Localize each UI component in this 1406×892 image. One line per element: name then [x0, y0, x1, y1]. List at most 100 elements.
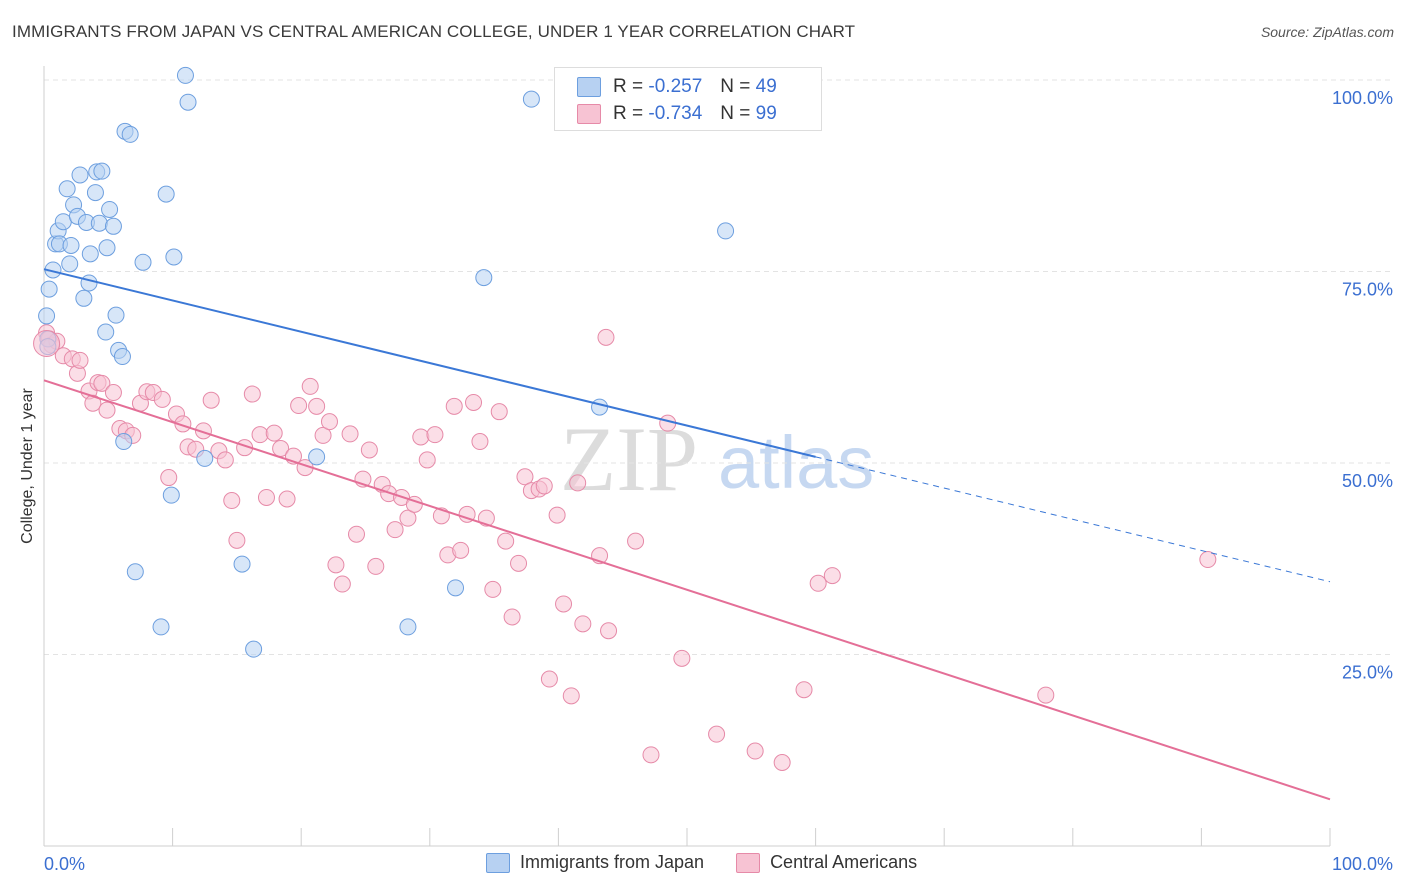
- central-american-point: [153, 390, 171, 408]
- central-american-point: [465, 393, 483, 411]
- japan-point: [233, 555, 251, 573]
- japan-point: [165, 248, 183, 266]
- central-american-point: [627, 532, 645, 550]
- central-american-point: [795, 681, 813, 699]
- japan-point: [522, 90, 540, 108]
- japan-point: [101, 200, 119, 218]
- central-american-point: [503, 608, 521, 626]
- japan-point: [475, 269, 493, 287]
- central-american-point: [251, 426, 269, 444]
- trend-line-japan-extension: [815, 456, 1331, 583]
- central-american-point: [452, 541, 470, 559]
- japan-point: [62, 236, 80, 254]
- y-tick-label: 75.0%: [1342, 280, 1393, 300]
- legend-r-label: R =: [613, 103, 644, 124]
- central-american-point: [412, 428, 430, 446]
- central-american-point: [33, 330, 61, 358]
- central-american-point: [562, 687, 580, 705]
- central-american-point: [98, 401, 116, 419]
- japan-point: [93, 162, 111, 180]
- japan-point: [38, 307, 56, 325]
- japan-point: [86, 184, 104, 202]
- central-american-point: [223, 492, 241, 510]
- legend-swatch-japan: [486, 852, 510, 873]
- central-american-point: [597, 328, 615, 346]
- central-american-point: [194, 422, 212, 440]
- central-american-point: [471, 433, 489, 451]
- legend-n-value-central-americans: 99: [755, 103, 777, 124]
- japan-point: [399, 618, 417, 636]
- central-american-point: [399, 509, 417, 527]
- central-american-point: [497, 532, 515, 550]
- central-american-point: [228, 531, 246, 549]
- japan-point: [98, 239, 116, 257]
- central-american-point: [823, 567, 841, 585]
- japan-point: [113, 348, 131, 366]
- correlation-legend: R = -0.257 N = 49 R = -0.734 N = 99: [554, 67, 822, 131]
- legend-r-value-central-americans: -0.734: [648, 103, 703, 124]
- japan-point: [97, 323, 115, 341]
- central-american-point: [71, 351, 89, 369]
- japan-point: [717, 222, 735, 240]
- central-american-point: [600, 622, 618, 640]
- legend-label-central-americans: Central Americans: [770, 852, 918, 872]
- legend-item-central-americans[interactable]: Central Americans: [736, 852, 917, 873]
- central-american-point: [301, 377, 319, 395]
- central-american-point: [642, 746, 660, 764]
- central-american-point: [216, 451, 234, 469]
- central-american-point: [516, 468, 534, 486]
- central-american-point: [290, 397, 308, 415]
- central-american-point: [347, 525, 365, 543]
- japan-point: [40, 280, 58, 298]
- central-american-point: [386, 521, 404, 539]
- central-american-point: [569, 474, 587, 492]
- central-american-point: [202, 391, 220, 409]
- central-american-point: [490, 403, 508, 421]
- central-american-point: [327, 556, 345, 574]
- central-american-point: [535, 477, 553, 495]
- legend-swatch-central-americans: [577, 104, 601, 124]
- legend-n-label: N =: [720, 103, 751, 124]
- japan-point: [115, 433, 133, 451]
- japan-point: [121, 125, 139, 143]
- central-american-point: [257, 488, 275, 506]
- central-american-point: [1037, 686, 1055, 704]
- y-tick-label: 100.0%: [1332, 88, 1393, 108]
- central-american-point: [1199, 551, 1217, 569]
- japan-point: [126, 563, 144, 581]
- central-american-point: [418, 451, 436, 469]
- japan-point: [162, 486, 180, 504]
- legend-r-value-japan: -0.257: [648, 76, 703, 97]
- japan-point: [71, 166, 89, 184]
- central-american-point: [540, 670, 558, 688]
- legend-row-central-americans: R = -0.734 N = 99: [577, 101, 777, 127]
- japan-point: [179, 93, 197, 111]
- japan-point: [90, 214, 108, 232]
- central-american-point: [458, 505, 476, 523]
- legend-label-japan: Immigrants from Japan: [520, 852, 705, 872]
- japan-point: [107, 306, 125, 324]
- central-american-point: [548, 506, 566, 524]
- trend-line-japan: [43, 268, 816, 458]
- central-american-point: [708, 725, 726, 743]
- central-american-point: [360, 441, 378, 459]
- japan-point: [196, 449, 214, 467]
- japan-point: [591, 398, 609, 416]
- legend-swatch-japan: [577, 77, 601, 97]
- legend-item-japan[interactable]: Immigrants from Japan: [486, 852, 704, 873]
- central-american-point: [367, 557, 385, 575]
- central-american-point: [333, 575, 351, 593]
- japan-point: [176, 66, 194, 84]
- y-tick-label: 50.0%: [1342, 471, 1393, 491]
- japan-point: [58, 180, 76, 198]
- japan-point: [80, 274, 98, 292]
- chart-title: IMMIGRANTS FROM JAPAN VS CENTRAL AMERICA…: [12, 22, 856, 41]
- central-american-point: [574, 615, 592, 633]
- central-american-point: [484, 580, 502, 598]
- series-legend: Immigrants from Japan Central Americans: [486, 852, 949, 873]
- central-american-point: [160, 469, 178, 487]
- central-american-point: [445, 397, 463, 415]
- central-american-point: [308, 397, 326, 415]
- source-credit: Source: ZipAtlas.com: [1260, 24, 1394, 40]
